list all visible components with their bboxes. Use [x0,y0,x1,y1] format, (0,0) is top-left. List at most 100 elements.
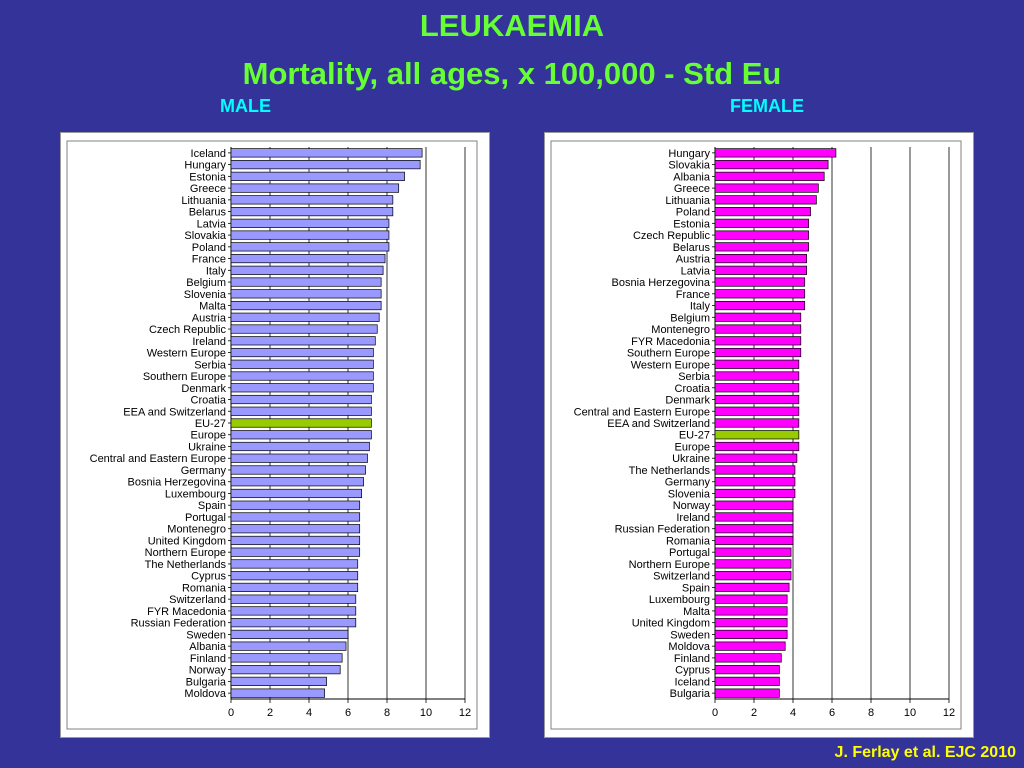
female-bar [714,324,802,334]
female-category-label: EEA and Switzerland [607,418,710,430]
female-bar [714,218,809,228]
female-bar [714,171,825,181]
female-bar [714,524,794,534]
female-chart-panel: Hungary Slovakia Albania Greece Lithuania Pol… [544,132,974,738]
female-category-label: Southern Europe [627,348,710,360]
male-bar [230,371,374,381]
female-bar [714,547,792,557]
male-category-label: Denmark [181,383,226,395]
female-bar [714,277,806,287]
female-bar [714,183,819,193]
male-bar [230,618,357,628]
male-x-tick-label: 2 [267,707,273,719]
female-category-label: Romania [666,535,711,547]
female-x-tick-label: 2 [751,707,757,719]
male-bar [230,406,372,416]
female-bar [714,371,800,381]
male-category-label: The Netherlands [145,559,227,571]
male-category-label: Slovenia [184,289,227,301]
female-bar [714,406,800,416]
male-bar [230,641,347,651]
male-category-label: Belarus [189,207,227,219]
male-x-tick-label: 4 [306,707,312,719]
male-bar [230,488,362,499]
male-bar [230,629,349,639]
female-category-label: Norway [673,500,711,512]
female-bar [714,289,806,299]
male-category-label: Finland [190,653,226,665]
female-bar [714,347,802,358]
female-category-label: Sweden [670,629,710,641]
female-bar [714,253,808,264]
female-category-label: Latvia [681,265,711,277]
male-bar [230,383,374,393]
male-bar [230,347,374,358]
male-bar [230,559,359,569]
female-bar [714,242,809,252]
male-x-tick-label: 10 [420,707,432,719]
female-bar [714,148,837,158]
male-category-label: Norway [189,665,227,677]
female-category-label: Austria [676,254,711,266]
female-category-label: Slovakia [668,160,710,172]
female-x-tick-label: 10 [904,707,916,719]
female-bar [714,207,811,217]
male-bar [230,289,382,299]
female-x-tick-label: 6 [829,707,835,719]
female-bar [714,629,788,639]
male-chart: IcelandHungaryEstoniaGreeceLithuaniaBela… [66,140,478,730]
male-panel-label: MALE [220,96,271,116]
female-bar [714,394,800,405]
female-category-label: Italy [690,301,711,313]
male-bar [230,571,359,581]
female-x-tick-label: 8 [868,707,874,719]
male-bar [230,171,405,181]
male-bar [230,441,370,452]
male-bar [230,324,378,334]
female-bar [714,300,806,311]
female-bar [714,665,780,675]
male-x-tick-label: 8 [384,707,390,719]
male-bar [230,359,374,369]
male-x-tick-label: 6 [345,707,351,719]
male-category-label: Greece [190,183,226,195]
female-panel-label: FEMALE [730,96,804,116]
male-category-label: Hungary [184,160,226,172]
female-category-label: Czech Republic [633,230,711,242]
female-category-label: The Netherlands [629,465,711,477]
male-bar [230,606,357,616]
female-category-label: Bulgaria [670,688,711,700]
female-bar [714,618,788,628]
female-category-label: Estonia [673,218,711,230]
female-bar [714,500,794,510]
male-bar [230,512,361,522]
female-category-label: Bosnia Herzegovina [612,277,711,289]
male-bar [230,430,372,440]
male-bar [230,265,384,275]
male-category-label: Austria [192,312,227,324]
female-chart: HungarySlovakiaAlbaniaGreeceLithuaniaPol… [550,140,962,730]
female-category-label: Western Europe [631,359,710,371]
male-category-label: Lithuania [181,195,227,207]
female-bar [714,571,792,581]
female-bar [714,418,800,428]
male-category-label: Latvia [197,218,227,230]
female-category-label: Croatia [675,383,711,395]
male-bar [230,547,361,557]
male-bar [230,253,386,264]
male-category-label: Albania [189,641,227,653]
male-bar [230,195,394,205]
male-category-label: Bosnia Herzegovina [128,477,227,489]
slide-title: LEUKAEMIA [419,8,605,43]
male-category-label: Serbia [194,359,227,371]
female-category-label: Poland [676,207,710,219]
male-bar [230,524,361,534]
male-category-label: Moldova [184,688,226,700]
male-category-label: Slovakia [184,230,226,242]
female-category-label: Malta [683,606,711,618]
female-bar [714,430,800,440]
female-category-label: Belarus [673,242,711,254]
female-bar [714,336,802,346]
female-category-label: Ukraine [672,453,710,465]
female-bar [714,160,829,170]
